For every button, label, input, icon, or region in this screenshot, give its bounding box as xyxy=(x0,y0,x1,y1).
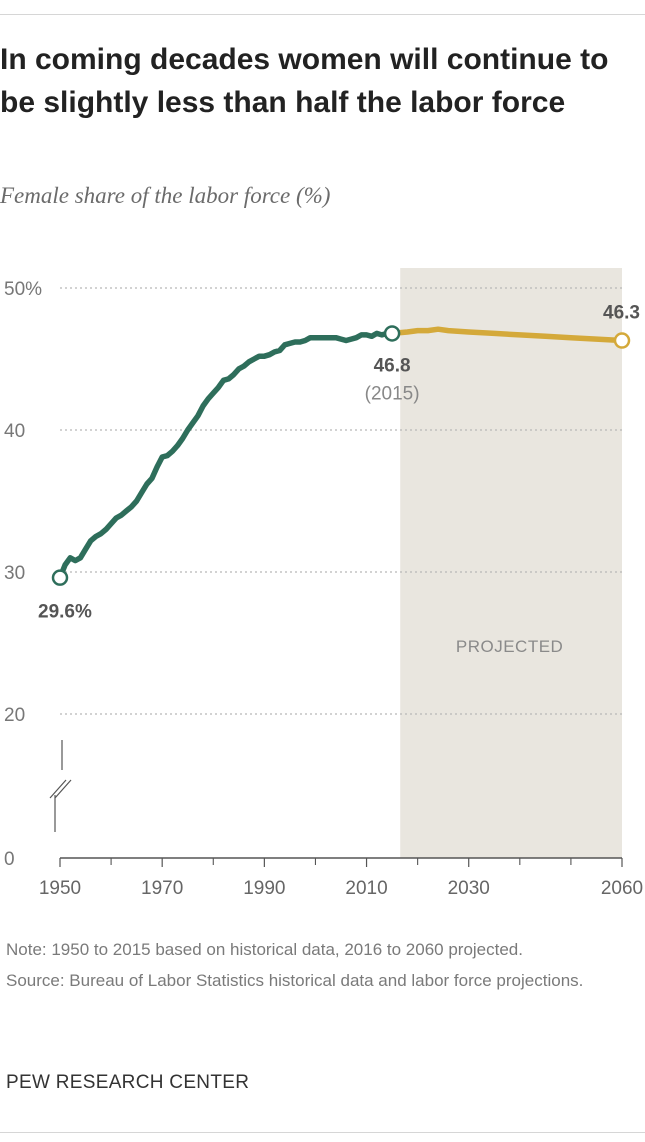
point-marker-1950 xyxy=(51,569,69,586)
brand-logo-text: PEW RESEARCH CENTER xyxy=(6,1072,250,1093)
data-label-2015: 46.8 xyxy=(374,355,411,376)
x-tick-label: 1950 xyxy=(39,878,81,899)
chart-title: In coming decades women will continue to… xyxy=(0,43,609,119)
top-rule xyxy=(0,14,645,15)
x-tick-label: 2010 xyxy=(345,878,387,899)
data-sublabel-2015: (2015) xyxy=(365,383,420,404)
note-text: Note: 1950 to 2015 based on historical d… xyxy=(6,940,523,959)
y-tick-label: 50% xyxy=(4,279,42,300)
point-marker-2060 xyxy=(613,332,631,349)
projected-series-line xyxy=(389,326,625,344)
notes-block: Note: 1950 to 2015 based on historical d… xyxy=(6,934,636,996)
y-tick-label: 30 xyxy=(4,563,25,584)
data-label-1950: 29.6% xyxy=(38,602,92,623)
y-tick-label: 0 xyxy=(4,849,15,870)
x-tick-label: 1970 xyxy=(141,878,183,899)
line-chart: PROJECTED 50% 40 30 20 0 1950 1970 1990 2010 203… xyxy=(4,268,643,899)
x-tick-label: 2030 xyxy=(448,878,490,899)
x-tick-label: 2060 xyxy=(601,878,643,899)
bottom-rule xyxy=(0,1132,645,1133)
data-label-2060: 46.3 xyxy=(603,303,640,324)
projected-label: PROJECTED xyxy=(456,637,563,656)
axis-break-mark xyxy=(49,779,67,799)
x-tick-label: 1990 xyxy=(243,878,285,899)
y-tick-label: 20 xyxy=(4,705,25,726)
chart-subtitle: Female share of the labor force (%) xyxy=(0,183,331,208)
source-text: Source: Bureau of Labor Statistics histo… xyxy=(6,971,584,990)
projected-band xyxy=(400,268,622,858)
y-tick-label: 40 xyxy=(4,421,25,442)
point-marker-2015 xyxy=(383,325,401,342)
historical-series-line xyxy=(57,330,395,581)
axis-break-mark xyxy=(54,779,72,799)
